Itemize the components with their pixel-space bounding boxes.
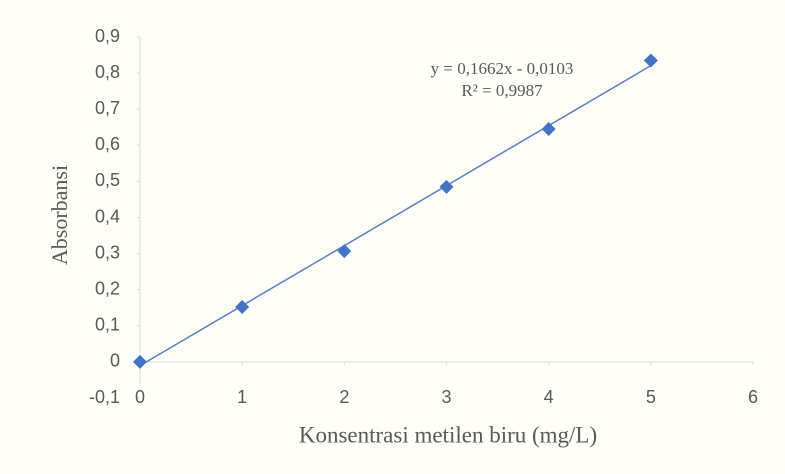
x-tick-label: 4 [544, 387, 554, 407]
x-tick-label: 6 [748, 387, 758, 407]
y-tick-label: 0,5 [95, 170, 120, 190]
trendline-equation: y = 0,1662x - 0,0103 [431, 59, 574, 78]
y-tick-label: 0,8 [95, 62, 120, 82]
x-tick-label: 5 [646, 387, 656, 407]
y-tick-label: -0,1 [89, 387, 120, 407]
x-tick-label: 1 [237, 387, 247, 407]
y-tick-label: 0,2 [95, 278, 120, 298]
y-tick-label: 0,1 [95, 315, 120, 335]
y-tick-label: 0,9 [95, 26, 120, 46]
y-tick-label: 0,3 [95, 242, 120, 262]
chart: Absorbansi Konsentrasi metilen biru (mg/… [0, 0, 785, 474]
r-squared: R² = 0,9987 [461, 81, 543, 100]
x-tick-label: 0 [135, 387, 145, 407]
y-tick-label: 0,6 [95, 134, 120, 154]
x-tick-label: 3 [441, 387, 451, 407]
y-tick-label: 0 [110, 351, 120, 371]
x-tick-label: 2 [339, 387, 349, 407]
x-axis-title: Konsentrasi metilen biru (mg/L) [299, 422, 597, 447]
y-tick-label: 0,4 [95, 206, 120, 226]
y-axis-title: Absorbansi [47, 165, 72, 265]
y-tick-label: 0,7 [95, 98, 120, 118]
